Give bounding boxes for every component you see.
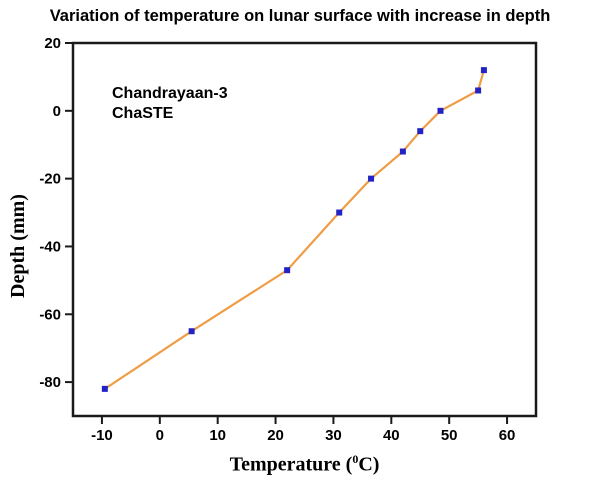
x-axis-title-superscript: 0 [352, 452, 359, 466]
data-point-marker [336, 209, 343, 216]
x-axis-tick-label: 0 [156, 427, 164, 444]
x-axis-tick-label: 30 [325, 427, 342, 444]
annotation-line-1: Chandrayaan-3 [112, 85, 228, 102]
data-point-marker [101, 385, 108, 392]
annotation-label: Chandrayaan-3 ChaSTE [112, 84, 228, 124]
data-point-marker [475, 87, 482, 94]
x-axis-title-suffix: C) [358, 453, 380, 476]
annotation-line-2: ChaSTE [112, 105, 174, 122]
x-axis-tick-label: 60 [499, 427, 516, 444]
data-point-marker [188, 328, 195, 335]
x-axis-title-prefix: Temperature ( [229, 453, 353, 476]
x-axis-tick-label: 40 [383, 427, 400, 444]
x-axis-tick-label: 20 [267, 427, 284, 444]
data-point-marker [417, 128, 424, 135]
x-axis-title: Temperature (0C) [73, 452, 536, 477]
data-point-marker [399, 148, 406, 155]
y-axis-tick-label: 20 [44, 35, 61, 52]
chart-title: Variation of temperature on lunar surfac… [49, 7, 551, 25]
data-point-marker [284, 267, 291, 274]
x-axis-tick-label: 10 [209, 427, 226, 444]
data-point-marker [437, 107, 444, 114]
data-point-marker [480, 67, 487, 74]
y-axis-title: Depth (mm) [7, 194, 29, 298]
y-axis-tick-label: -40 [39, 238, 61, 255]
x-axis-tick-label: 50 [441, 427, 458, 444]
x-axis-tick-label: -10 [91, 427, 113, 444]
data-line [103, 69, 486, 390]
y-axis-tick-label: -20 [39, 171, 61, 188]
y-axis-tick-label: 0 [53, 103, 61, 120]
y-axis-tick-label: -80 [39, 374, 61, 391]
y-axis-tick-label: -60 [39, 306, 61, 323]
data-point-marker [368, 175, 375, 182]
plot-frame [71, 41, 538, 418]
